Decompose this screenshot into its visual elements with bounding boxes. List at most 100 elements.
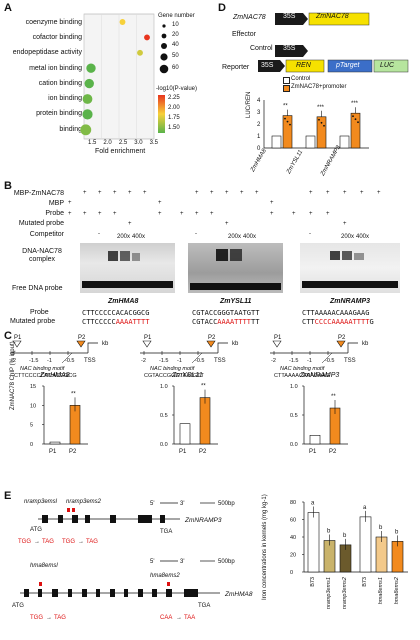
five-prime-label: 5' (150, 501, 154, 507)
ren-label: REN (296, 62, 311, 69)
axis-tick-label: -1.5 (29, 358, 38, 364)
go-term-label: endopeptidase activity (12, 49, 82, 56)
significance-mark: ** (201, 384, 206, 390)
motif-sequence: CGTACCGGGTAATGTT (144, 373, 205, 379)
size-legend-dot (161, 33, 167, 39)
y-tick-label: 20 (290, 553, 296, 559)
y-tick-label: 0 (290, 570, 293, 576)
p1-marker (142, 340, 152, 348)
replicate-dot (323, 124, 325, 127)
go-term-label: cation binding (38, 80, 82, 87)
color-legend-label: 1.50 (168, 125, 180, 131)
significance-mark: ** (71, 391, 76, 397)
lane-sign: + (309, 210, 313, 217)
size-legend-label: 50 (172, 53, 179, 59)
p2-label: P2 (338, 335, 346, 341)
exon (72, 515, 78, 523)
lane-sign: + (255, 190, 259, 196)
y-axis-label: ZmNAC78 ChIP (% input) (10, 341, 16, 410)
tss-label: TSS (214, 358, 226, 364)
lane-sign: + (326, 210, 330, 217)
size-legend-label: 10 (172, 22, 179, 28)
x-tick-labels: 1.5 2.0 2.5 3.0 3.5 (88, 140, 158, 147)
lane-sign: + (158, 200, 162, 207)
luc-ren-bar-chart: ** ****** (263, 100, 369, 149)
lane-sign: + (270, 210, 274, 217)
panel-letter-b: B (4, 180, 12, 192)
gene-models: nramp3emsl nramp3ems2 5' 3' 500bp ZmNRAMP3 ATG… (12, 499, 253, 621)
replicate-dot (320, 121, 323, 124)
gene-x-label: ZmYSL11 (286, 149, 305, 175)
exon (124, 589, 128, 597)
lane-sign: + (210, 190, 214, 196)
mutation-label: hma8emsl (30, 563, 58, 569)
p2-marker (206, 340, 216, 348)
tss-arrow (347, 342, 358, 353)
mutation-arrow: → (34, 539, 40, 545)
mutation-to: TAG (42, 539, 54, 545)
p1-marker (272, 340, 282, 348)
competitor-mark: 400x (356, 234, 370, 240)
y-tick-label: 40 (290, 535, 296, 541)
size-legend-label: 40 (172, 42, 179, 48)
significance-letter: b (327, 529, 331, 535)
go-term-label: metal ion binding (29, 65, 82, 72)
three-prime-label: 3' (180, 559, 184, 565)
p1-x-label: P1 (49, 449, 57, 455)
x-tick: 3.0 (134, 140, 143, 146)
replicate-dot (318, 118, 320, 121)
exon (58, 515, 63, 523)
lane-sign: - (195, 231, 197, 238)
go-term-label: cofactor binding (32, 34, 82, 41)
significance-letter: b (379, 525, 383, 531)
mutated-sequence: CGTACCAAAATTTTTT (192, 318, 260, 326)
chip-chart-hma8: 0 5 10 15 ** P1 P2 (30, 384, 88, 455)
gene-name: ZmHMA8 (224, 591, 253, 598)
exon (38, 589, 42, 597)
chip-gene-title: ZmNRAMP3 (300, 372, 340, 379)
mutation-arrow: → (78, 539, 84, 545)
lane-sign: + (98, 190, 102, 196)
color-legend-label: 2.00 (168, 105, 180, 111)
data-point (137, 49, 143, 56)
row-label: MBP (48, 200, 64, 207)
exon (110, 515, 116, 523)
data-point (84, 78, 94, 89)
luc-label: LUC (380, 62, 395, 69)
probe-sequence: CTTCCCCCACACGGCG (82, 309, 150, 317)
size-legend-dot (161, 43, 167, 49)
color-legend-label: 1.75 (168, 115, 180, 121)
lane-sign: + (68, 210, 72, 217)
promoter-35s-box (258, 60, 285, 72)
replicate-dot (289, 123, 291, 126)
y-tick-label: 0.0 (290, 442, 298, 448)
mutation-label: hma8ems2 (150, 573, 180, 579)
y-tick-label: 0.5 (160, 413, 168, 419)
lane-sign: + (377, 190, 381, 196)
lane-sign: + (98, 210, 102, 217)
reporter-label: Reporter (222, 64, 250, 71)
gene-name: ZmNRAMP3 (184, 517, 222, 524)
legend-treat-label: ZmNAC78+promoter (291, 84, 347, 90)
exon (24, 589, 29, 597)
exon (52, 589, 58, 597)
promoter-label: 35S (261, 62, 274, 69)
competitor-mark: 200x (228, 234, 242, 240)
kb-label: kb (362, 341, 369, 347)
mutation-label: nramp3ems2 (66, 499, 102, 505)
lane-sign: + (143, 190, 147, 196)
promoter-35s-box (275, 45, 308, 57)
tss-arrow (87, 342, 98, 353)
y-tick-label: 10 (30, 403, 36, 409)
construct-name: ZmNAC78 (233, 14, 266, 21)
gene-label: ZmHMA8 (108, 298, 139, 305)
go-term-label: binding (59, 126, 82, 133)
lane-sign: + (292, 210, 296, 217)
mutation-to: TAG (54, 615, 66, 621)
mutation-from: TGG (30, 615, 43, 621)
motif-label: NAC binding motif (280, 366, 325, 372)
effector-label: Effector (232, 31, 256, 38)
p2-label: P2 (78, 335, 86, 341)
lane-sign: - (309, 231, 311, 238)
